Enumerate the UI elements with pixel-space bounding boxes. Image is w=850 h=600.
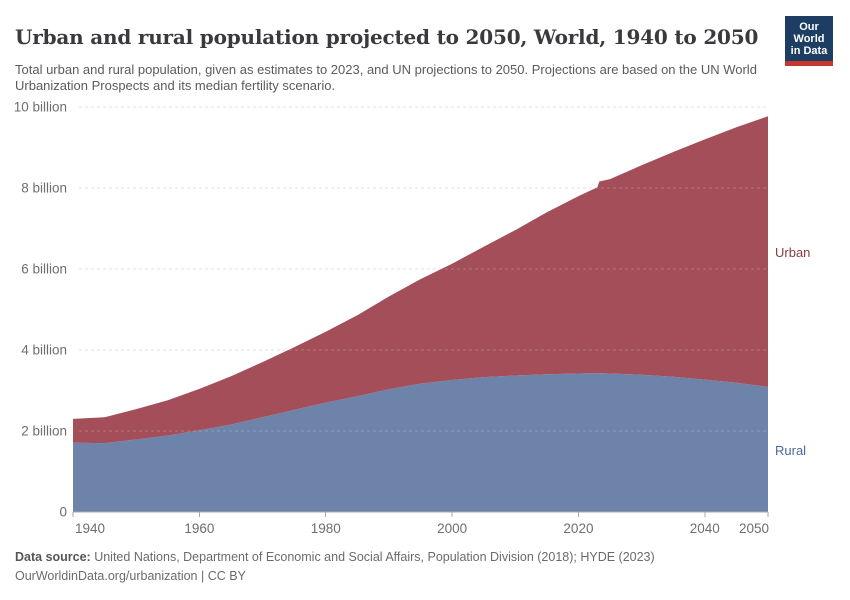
chart-subtitle: Total urban and rural population, given … (15, 62, 757, 93)
rural-area[interactable] (73, 373, 768, 512)
x-tick-label: 1940 (75, 521, 105, 536)
chart-footer: Data source: United Nations, Department … (15, 548, 835, 586)
owid-logo-box: Our World in Data (785, 16, 833, 61)
owid-logo-line1: Our World (793, 21, 825, 45)
y-tick-label: 10 billion (14, 100, 67, 115)
owid-logo-line2: in Data (790, 45, 828, 57)
data-source-line: Data source: United Nations, Department … (15, 548, 835, 567)
y-tick-label: 2 billion (21, 424, 67, 439)
x-tick-label: 1960 (184, 521, 214, 536)
page-title: Urban and rural population projected to … (15, 25, 759, 50)
x-tick-label: 2020 (563, 521, 593, 536)
y-tick-label: 0 (59, 505, 67, 520)
owid-logo-red-bar (785, 61, 833, 66)
y-tick-label: 8 billion (21, 181, 67, 196)
x-tick-label: 2040 (690, 521, 720, 536)
x-tick-label: 2000 (437, 521, 467, 536)
license-line[interactable]: OurWorldinData.org/urbanization | CC BY (15, 569, 246, 583)
data-source-text: United Nations, Department of Economic a… (90, 550, 655, 564)
series-label-urban[interactable]: Urban (775, 245, 811, 260)
data-source-label: Data source: (15, 550, 91, 564)
y-tick-label: 4 billion (21, 343, 67, 358)
series-label-rural[interactable]: Rural (775, 443, 807, 458)
x-tick-label: 1980 (311, 521, 341, 536)
y-tick-label: 6 billion (21, 262, 67, 277)
urban-area[interactable] (73, 116, 768, 444)
owid-logo[interactable]: Our World in Data (785, 16, 833, 66)
x-tick-label: 2050 (739, 521, 769, 536)
